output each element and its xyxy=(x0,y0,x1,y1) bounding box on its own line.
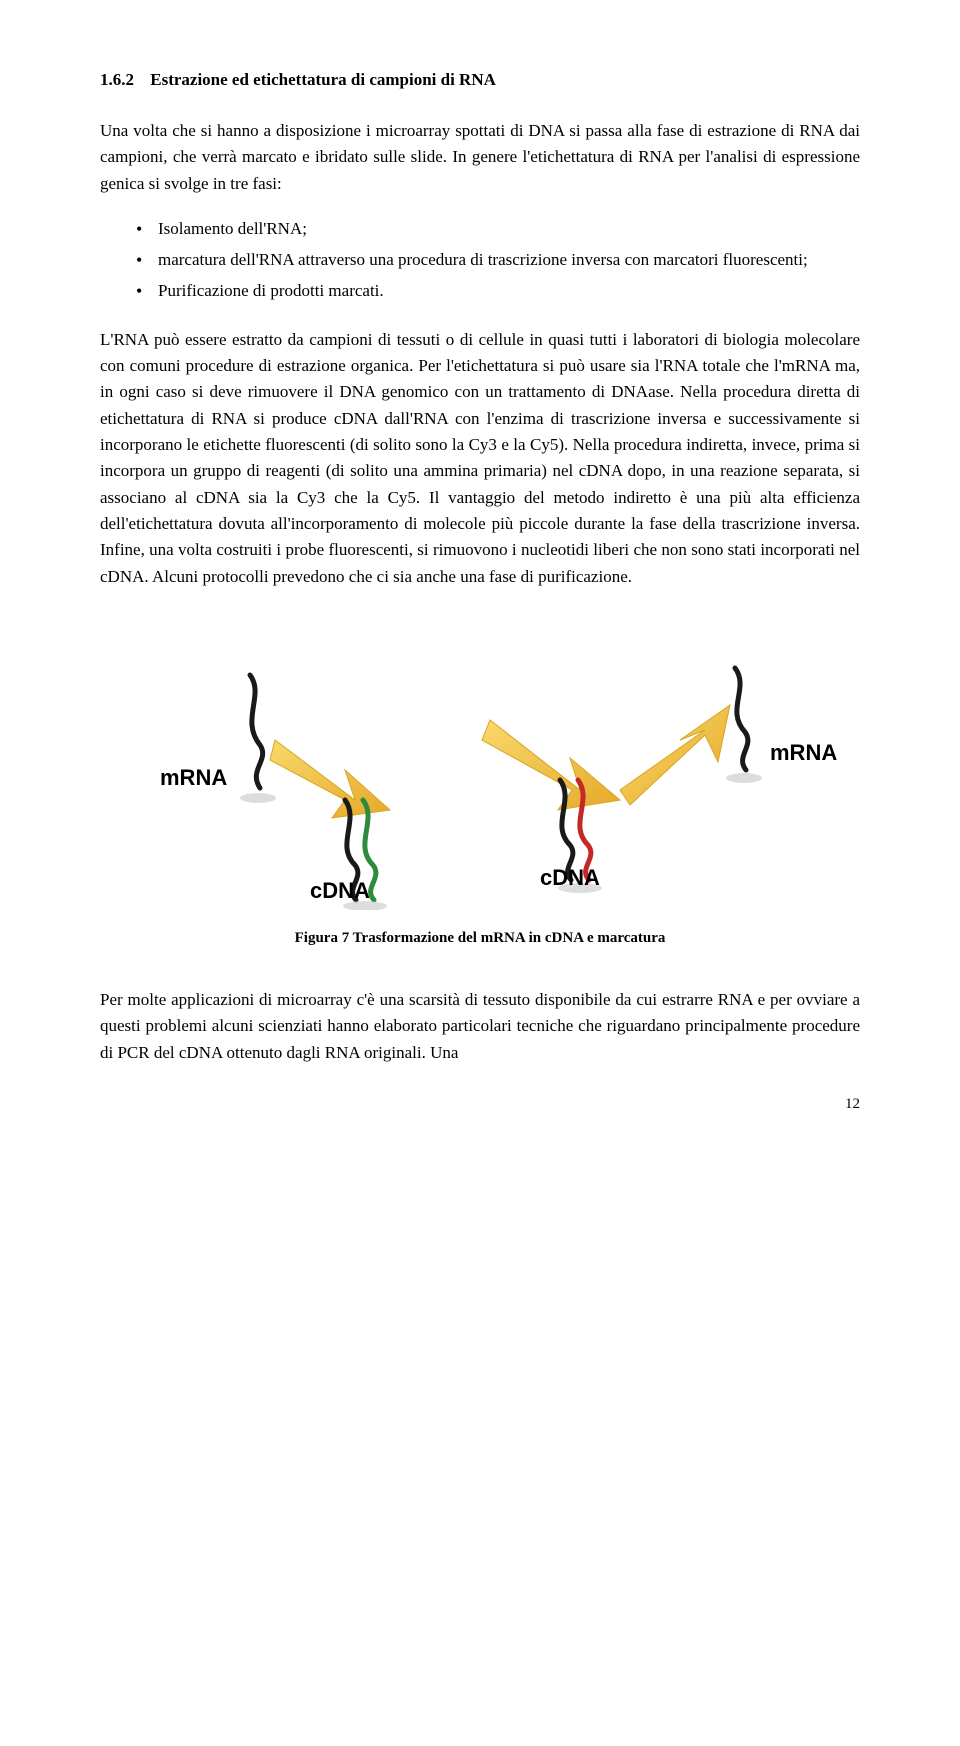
section-number: 1.6.2 xyxy=(100,70,134,89)
page-number: 12 xyxy=(100,1096,860,1113)
mrna-right-label: mRNA xyxy=(770,740,837,765)
list-item: Purificazione di prodotti marcati. xyxy=(136,277,860,304)
figure-svg: mRNA cDNA cDNA mRNA xyxy=(120,650,840,910)
list-item: marcatura dell'RNA attraverso una proced… xyxy=(136,246,860,273)
cdna-mid-label: cDNA xyxy=(540,865,600,890)
figure-caption: Figura 7 Trasformazione del mRNA in cDNA… xyxy=(100,930,860,947)
cdna-left-label: cDNA xyxy=(310,878,370,903)
phase-list: Isolamento dell'RNA; marcatura dell'RNA … xyxy=(136,215,860,305)
figure-7: mRNA cDNA cDNA mRNA xyxy=(100,650,860,910)
arrow-icon xyxy=(482,720,620,810)
mrna-left-label: mRNA xyxy=(160,765,227,790)
paragraph-intro: Una volta che si hanno a disposizione i … xyxy=(100,118,860,197)
paragraph-closing: Per molte applicazioni di microarray c'è… xyxy=(100,987,860,1066)
paragraph-main: L'RNA può essere estratto da campioni di… xyxy=(100,327,860,590)
section-heading: 1.6.2 Estrazione ed etichettatura di cam… xyxy=(100,70,860,90)
section-title: Estrazione ed etichettatura di campioni … xyxy=(150,70,496,89)
list-item: Isolamento dell'RNA; xyxy=(136,215,860,242)
arrow-icon xyxy=(270,740,390,818)
shadow-icon xyxy=(240,793,276,803)
shadow-icon xyxy=(726,773,762,783)
arrow-icon xyxy=(620,705,730,805)
mrna-strand-right-icon xyxy=(735,668,748,770)
mrna-strand-left-icon xyxy=(250,675,263,788)
